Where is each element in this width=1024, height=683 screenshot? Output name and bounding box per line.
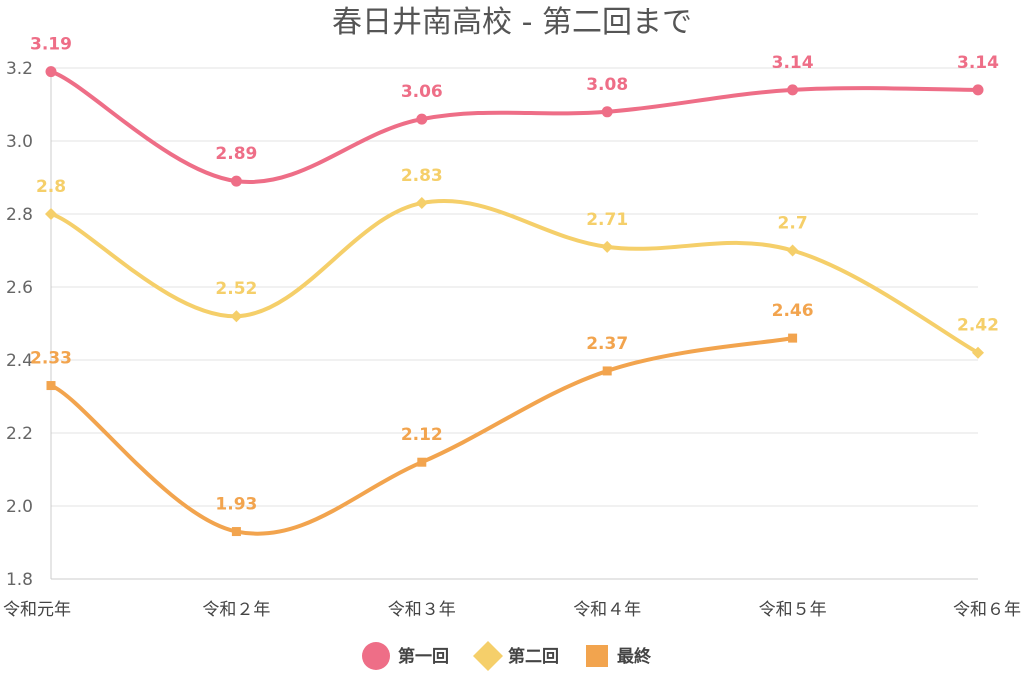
data-point-square[interactable] xyxy=(788,333,798,343)
data-label: 2.12 xyxy=(401,425,443,445)
y-tick-label: 2.8 xyxy=(6,205,33,225)
legend-item[interactable]: 第二回 xyxy=(473,641,559,671)
legend-diamond-icon xyxy=(473,641,503,671)
legend-circle-icon xyxy=(362,642,390,670)
data-point-diamond[interactable] xyxy=(45,208,57,220)
series-line[interactable] xyxy=(49,199,980,355)
series-3 xyxy=(46,333,798,537)
x-tick-label: 令和５年 xyxy=(759,600,827,620)
data-point-diamond[interactable] xyxy=(786,244,799,257)
data-label: 2.8 xyxy=(36,177,66,197)
y-tick-label: 3.2 xyxy=(6,59,33,79)
x-tick-label: 令和元年 xyxy=(3,600,71,620)
data-label: 2.46 xyxy=(772,301,814,321)
data-label: 1.93 xyxy=(215,495,257,515)
legend-item[interactable]: 第一回 xyxy=(362,642,449,670)
data-label: 2.33 xyxy=(30,349,72,369)
data-point-square[interactable] xyxy=(602,366,612,376)
data-label: 2.37 xyxy=(586,334,628,354)
x-tick-label: 令和３年 xyxy=(388,600,456,620)
data-label: 2.71 xyxy=(586,210,628,230)
grid-lines xyxy=(51,67,978,507)
data-label: 3.19 xyxy=(30,35,72,55)
data-point-square[interactable] xyxy=(231,527,241,537)
y-tick-label: 2.2 xyxy=(6,424,33,444)
series-group xyxy=(45,66,984,537)
legend[interactable]: 第一回 第二回 最終 xyxy=(362,641,652,671)
y-tick-label: 3.0 xyxy=(6,132,33,152)
data-point-diamond[interactable] xyxy=(601,240,614,253)
series-line[interactable] xyxy=(49,69,980,184)
x-tick-label: 令和２年 xyxy=(202,600,270,620)
data-point-circle[interactable] xyxy=(601,106,613,118)
legend-item[interactable]: 最終 xyxy=(586,645,652,667)
y-tick-label: 2.0 xyxy=(6,497,33,517)
chart-title: 春日井南高校 - 第二回まで xyxy=(332,5,692,40)
data-label: 2.42 xyxy=(957,316,999,336)
data-point-circle[interactable] xyxy=(416,113,428,125)
data-label: 2.7 xyxy=(778,214,808,234)
y-tick-label: 2.6 xyxy=(6,278,33,298)
legend-label: 第二回 xyxy=(508,646,559,667)
data-point-circle[interactable] xyxy=(972,84,984,96)
data-point-square[interactable] xyxy=(417,457,427,467)
series-2 xyxy=(45,197,984,359)
data-label: 3.14 xyxy=(772,53,814,73)
data-point-circle[interactable] xyxy=(45,66,57,78)
data-point-diamond[interactable] xyxy=(415,197,428,210)
legend-square-icon xyxy=(586,645,608,667)
legend-label: 第一回 xyxy=(398,646,449,667)
data-label: 2.83 xyxy=(401,166,443,186)
x-tick-label: 令和６年 xyxy=(953,600,1021,620)
data-point-diamond[interactable] xyxy=(972,346,984,359)
x-tick-label: 令和４年 xyxy=(573,600,641,620)
data-label: 3.06 xyxy=(401,82,443,102)
series-1 xyxy=(45,66,984,187)
data-point-circle[interactable] xyxy=(787,84,799,96)
data-point-diamond[interactable] xyxy=(230,310,243,323)
legend-label: 最終 xyxy=(617,646,652,667)
data-point-circle[interactable] xyxy=(230,175,242,187)
y-tick-label: 2.4 xyxy=(6,351,33,371)
axes: 1.8 2.0 2.2 2.4 2.6 2.8 3.0 3.2 令和元年 令和２年 令和３年 令和４年… xyxy=(3,59,1021,620)
data-label: 2.52 xyxy=(215,279,257,299)
data-label: 2.89 xyxy=(215,144,257,164)
data-point-square[interactable] xyxy=(46,381,56,391)
data-label: 3.08 xyxy=(586,75,628,95)
data-label: 3.14 xyxy=(957,53,999,73)
data-labels: 3.19 2.89 3.06 3.08 3.14 3.14 2.8 2.52 2.83 2.71 2… xyxy=(30,35,999,515)
y-tick-label: 1.8 xyxy=(6,570,33,590)
